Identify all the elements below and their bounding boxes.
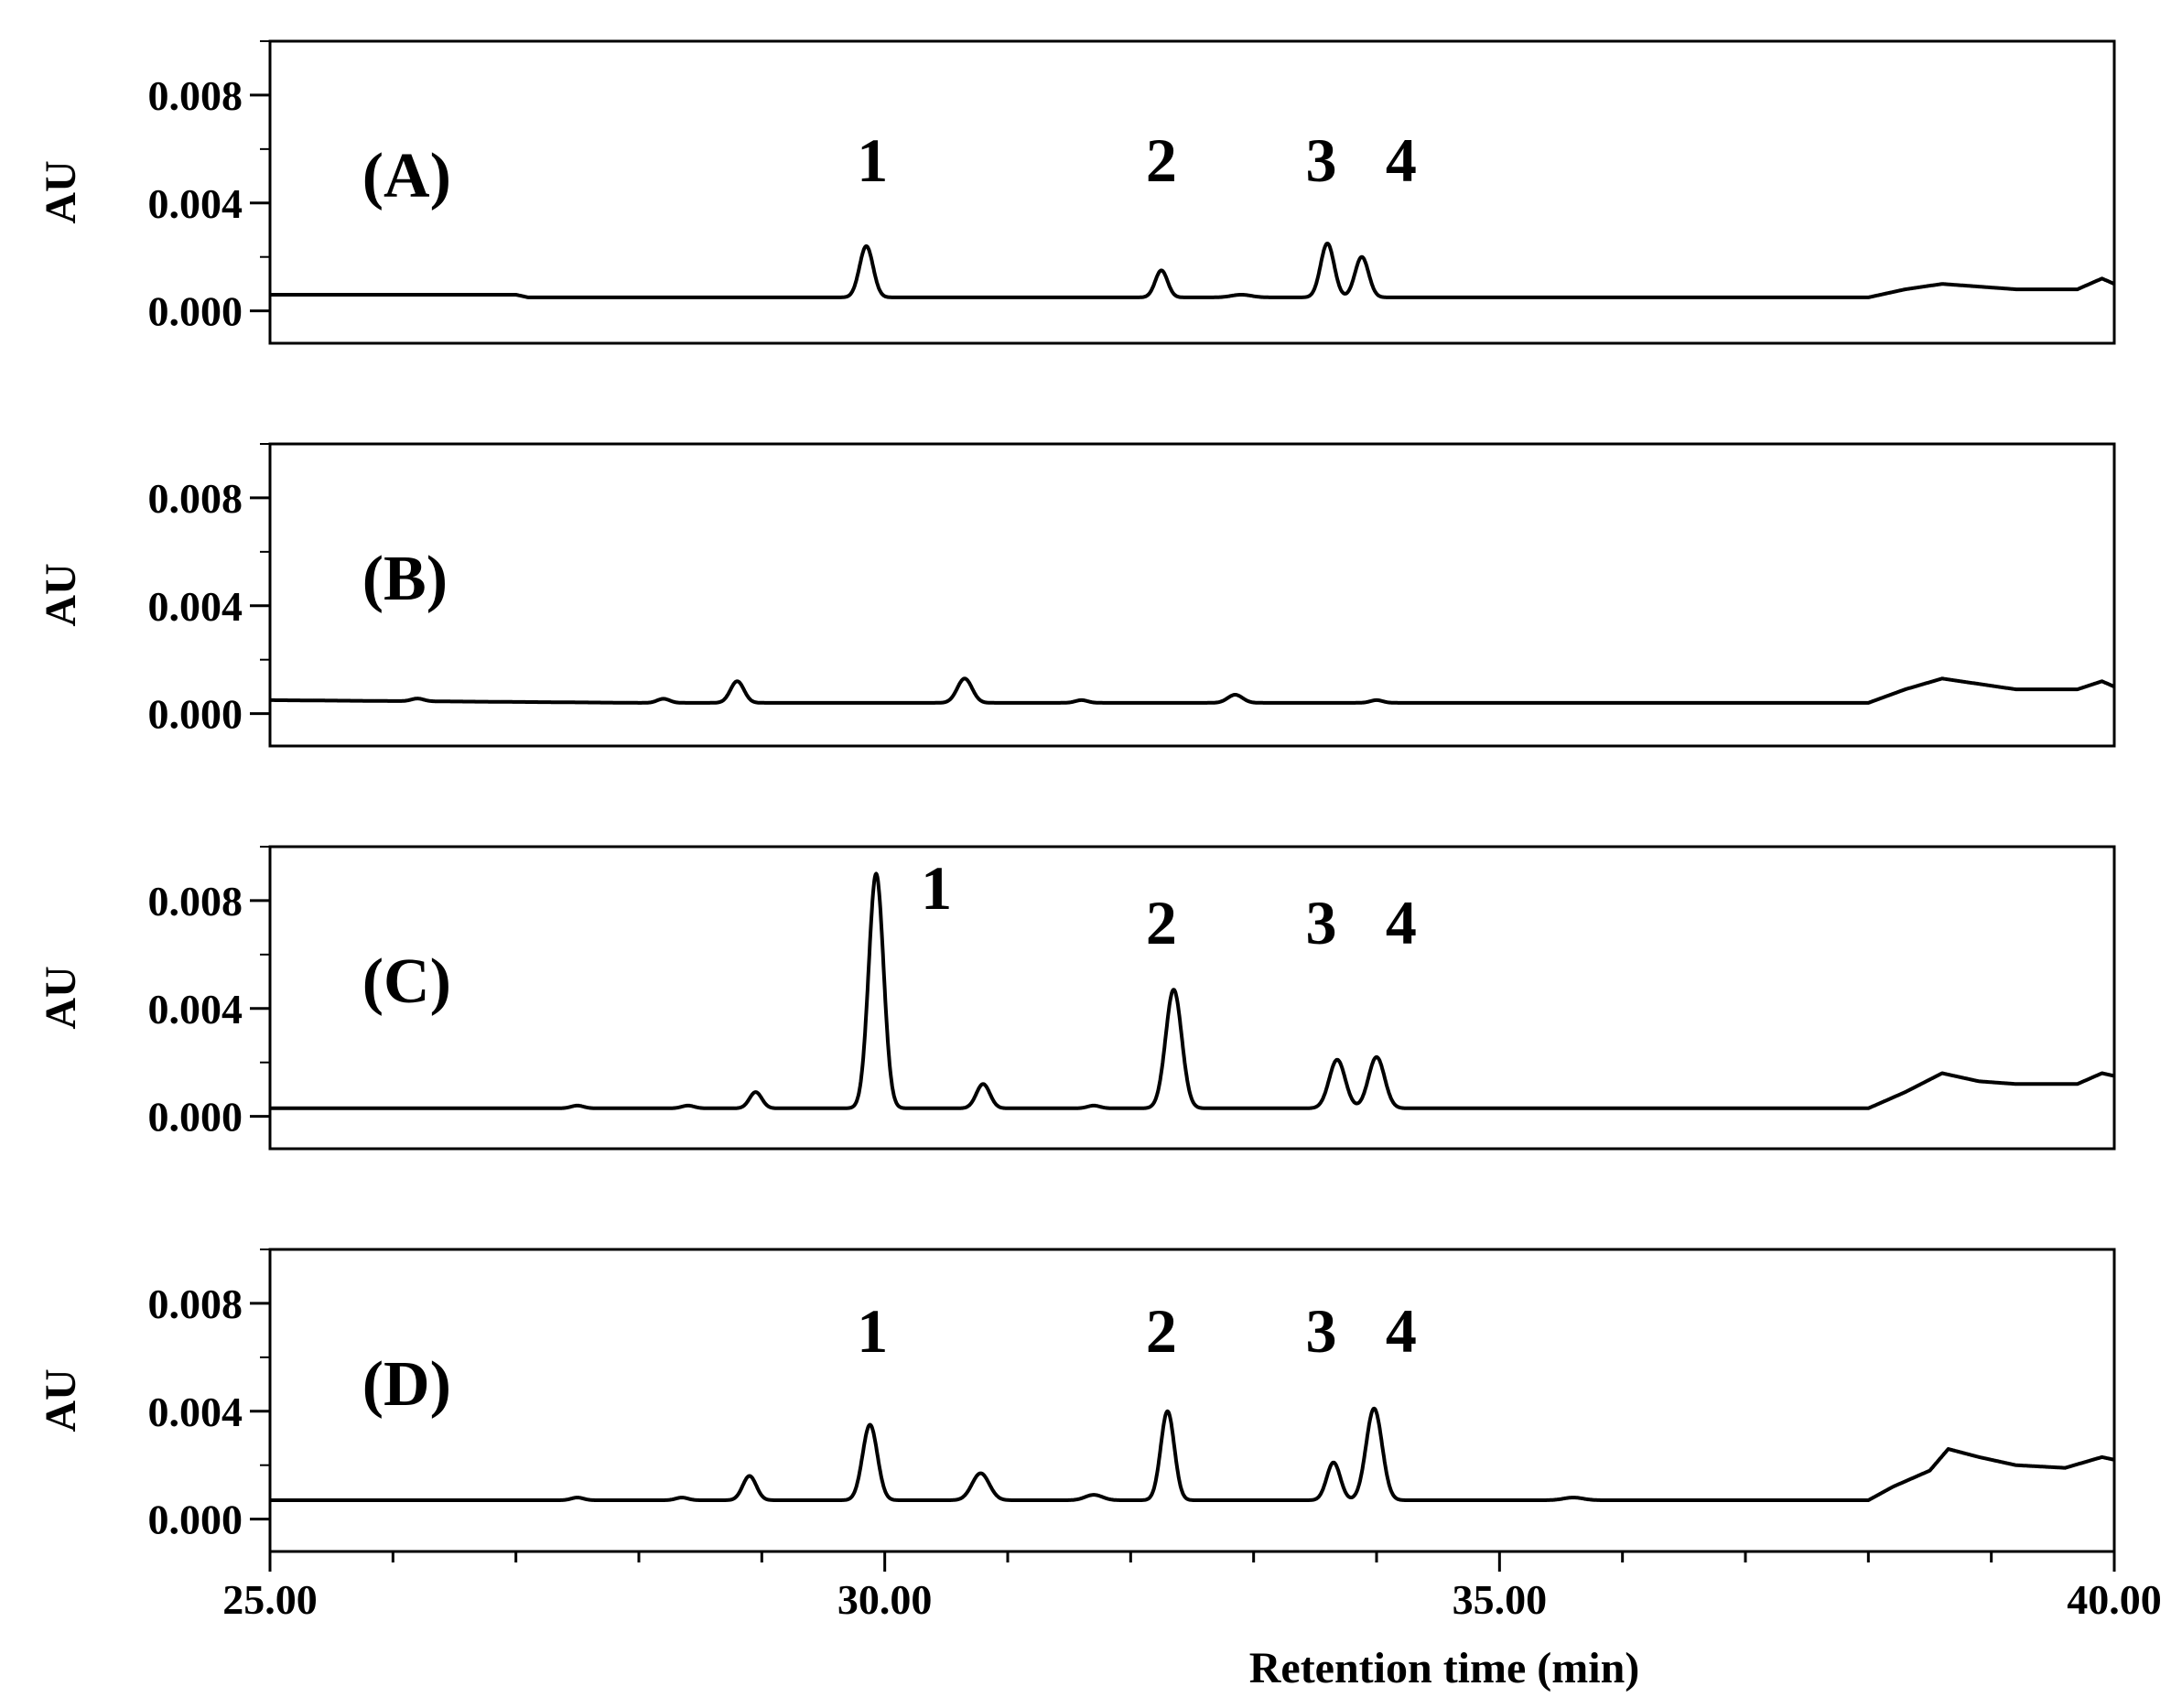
peak-label: 3 [1306, 1296, 1337, 1366]
panel-label: (A) [362, 141, 451, 211]
y-tick-label: 0.008 [148, 72, 243, 119]
y-tick-label: 0.008 [148, 878, 243, 924]
y-tick-label: 0.004 [148, 986, 243, 1032]
y-tick-label: 0.008 [148, 475, 243, 522]
x-tick-label: 40.00 [2067, 1576, 2162, 1623]
peak-label: 3 [1306, 125, 1337, 195]
y-axis-title: AU [37, 966, 85, 1029]
peak-label: 2 [1146, 125, 1177, 195]
chromatogram-trace [268, 242, 2116, 299]
peak-label: 3 [1306, 888, 1337, 957]
panel-d: 0.000 0.004 0.008 AU (D) 1 2 3 4 25.00 30.00 35.00 4… [37, 1248, 2162, 1623]
x-tick-label: 30.00 [837, 1576, 933, 1623]
peak-label: 4 [1386, 125, 1417, 195]
y-tick-label: 0.004 [148, 583, 243, 630]
chromatogram-trace [268, 1406, 2116, 1502]
plot-frame [268, 845, 2116, 1151]
y-tick-label: 0.008 [148, 1281, 243, 1327]
plot-frame [268, 442, 2116, 748]
y-tick-label: 0.004 [148, 180, 243, 227]
peak-label: 1 [857, 125, 888, 195]
panel-label: (D) [362, 1349, 451, 1420]
x-tick-label: 25.00 [222, 1576, 318, 1623]
y-axis-title: AU [37, 563, 85, 626]
y-axis-title: AU [37, 1368, 85, 1432]
y-tick-label: 0.000 [148, 691, 243, 738]
chromatogram-trace [268, 871, 2116, 1110]
x-axis-title: Retention time (min) [1249, 1644, 1640, 1692]
y-tick-label: 0.000 [148, 1094, 243, 1140]
y-tick-label: 0.000 [148, 288, 243, 335]
peak-label: 1 [857, 1296, 888, 1366]
y-axis-title: AU [37, 160, 85, 223]
peak-label: 4 [1386, 1296, 1417, 1366]
panel-label: (B) [362, 544, 448, 614]
peak-label: 4 [1386, 888, 1417, 957]
panel-a: 0.000 0.004 0.008 AU (A) 1 2 3 4 [37, 39, 2116, 345]
peak-label: 1 [921, 853, 952, 923]
peak-label: 2 [1146, 1296, 1177, 1366]
y-tick-label: 0.000 [148, 1497, 243, 1543]
plot-frame [268, 39, 2116, 345]
panel-label: (C) [362, 946, 451, 1017]
peak-label: 2 [1146, 888, 1177, 957]
panel-c: 0.000 0.004 0.008 AU (C) 1 2 3 4 [37, 845, 2116, 1151]
plot-frame [268, 1248, 2116, 1553]
chromatogram-trace [268, 676, 2116, 705]
panel-b: 0.000 0.004 0.008 AU (B) [37, 442, 2116, 748]
x-tick-label: 35.00 [1453, 1576, 1548, 1623]
y-tick-label: 0.004 [148, 1389, 243, 1435]
